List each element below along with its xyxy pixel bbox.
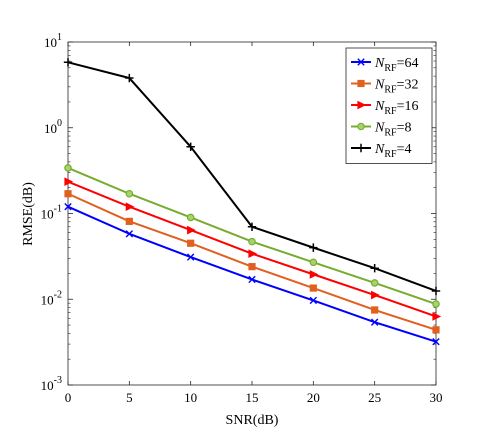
data-point <box>248 249 258 259</box>
y-tick-label: 10-3 <box>41 375 62 393</box>
data-point <box>370 279 379 287</box>
data-point <box>248 263 256 271</box>
legend: NRF=64 NRF=32 NRF=16 NRF=8 NRF=4 <box>345 47 433 164</box>
data-point <box>247 222 257 231</box>
data-point <box>432 312 442 321</box>
series-n8 <box>64 164 440 308</box>
data-point <box>309 296 318 305</box>
legend-marker <box>356 143 366 153</box>
data-point <box>125 230 134 238</box>
data-point <box>432 326 440 334</box>
legend-label: NRF=4 <box>374 142 411 160</box>
data-point <box>432 337 440 346</box>
data-point <box>64 190 72 198</box>
data-point <box>186 142 195 151</box>
legend-item: NRF=64 <box>351 56 418 74</box>
legend-marker <box>357 79 365 88</box>
series-n16 <box>64 177 442 321</box>
legend-label: NRF=32 <box>374 78 418 96</box>
legend-label: NRF=64 <box>374 56 418 74</box>
data-point <box>187 225 196 235</box>
data-point <box>248 237 256 246</box>
data-point <box>309 258 318 267</box>
legend-label: NRF=16 <box>374 99 418 117</box>
data-point <box>370 318 379 326</box>
axis-ticks: 0 5 10 15 20 25 30 10-3 10-2 10-1 100 101 <box>41 32 443 405</box>
legend-item: NRF=32 <box>351 78 418 96</box>
data-point <box>63 58 73 67</box>
data-point <box>371 306 379 314</box>
data-point <box>186 213 195 222</box>
data-point <box>370 264 379 273</box>
legend-label: NRF=8 <box>374 121 411 139</box>
data-point <box>431 286 441 296</box>
x-tick-label: 20 <box>307 390 320 405</box>
legend-marker <box>357 100 367 110</box>
series-layer <box>63 58 442 346</box>
y-axis-label: RMSE(dB) <box>21 182 36 246</box>
x-tick-label: 30 <box>430 390 443 405</box>
x-tick-label: 10 <box>184 390 197 405</box>
data-point <box>309 243 318 252</box>
series-n32 <box>64 190 440 334</box>
data-point <box>432 300 440 308</box>
legend-item: NRF=4 <box>351 142 411 160</box>
data-point <box>64 164 72 172</box>
data-point <box>64 203 72 211</box>
legend-item: NRF=16 <box>351 99 418 117</box>
data-point <box>125 189 134 198</box>
legend-marker <box>357 122 365 131</box>
series-n64 <box>64 203 440 346</box>
x-axis-label: SNR(dB) <box>226 413 279 428</box>
data-point <box>248 275 256 284</box>
data-point <box>371 290 380 300</box>
data-point <box>186 253 195 261</box>
data-point <box>125 202 135 212</box>
legend-item: NRF=8 <box>351 121 411 139</box>
data-point <box>309 284 317 292</box>
series-n4 <box>63 58 441 296</box>
y-tick-label: 10-2 <box>41 289 62 307</box>
x-tick-label: 0 <box>65 390 72 405</box>
data-point <box>125 217 133 225</box>
data-point <box>187 239 195 247</box>
data-point <box>309 270 319 279</box>
legend-marker <box>357 58 365 66</box>
x-tick-label: 15 <box>246 390 259 405</box>
x-tick-label: 25 <box>368 390 381 405</box>
data-point <box>64 177 74 187</box>
y-tick-label: 100 <box>44 118 62 136</box>
x-tick-label: 5 <box>126 390 133 405</box>
y-tick-label: 101 <box>44 32 62 50</box>
y-tick-label: 10-1 <box>41 204 62 222</box>
data-point <box>125 73 134 83</box>
